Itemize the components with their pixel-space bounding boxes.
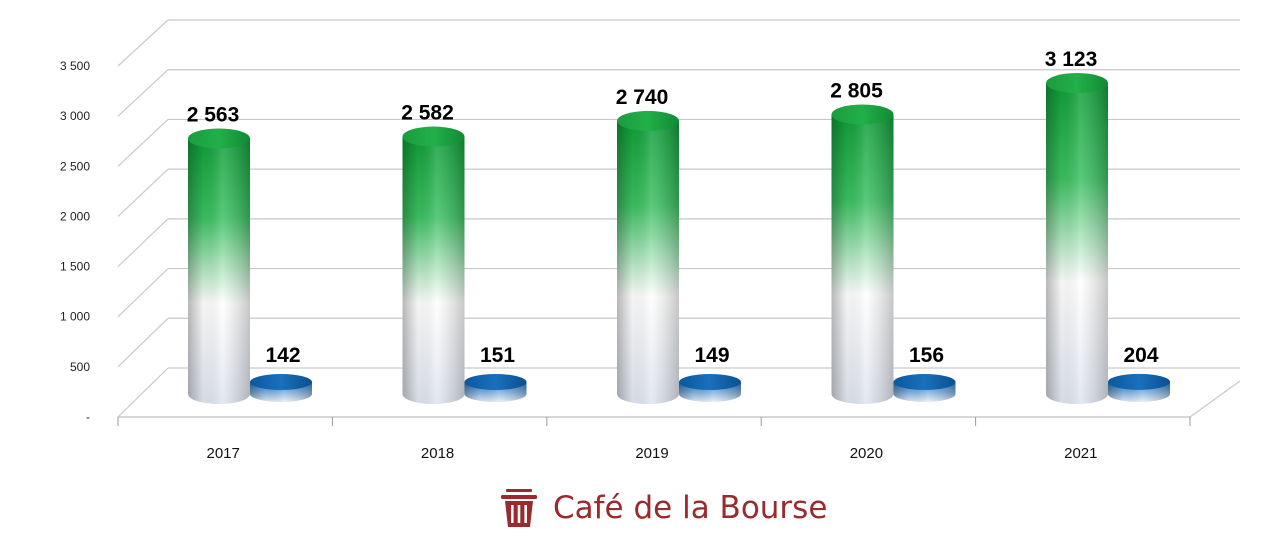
data-labels: 2 563 142 2 582 151 2 740 149 2 805 156 3 123 204 — [187, 48, 1159, 367]
bar-series2 — [250, 374, 312, 402]
data-label-series1: 2 582 — [401, 102, 454, 125]
y-tick-label: 1 000 — [60, 310, 90, 324]
data-label-series2: 204 — [1123, 344, 1158, 367]
data-label-series2: 149 — [694, 344, 729, 367]
data-label-series1: 2 563 — [187, 103, 240, 126]
bar-series1 — [188, 128, 250, 404]
bar-series1 — [402, 126, 465, 404]
data-label-series1: 2 805 — [830, 79, 883, 102]
x-tick-label: 2017 — [207, 445, 240, 462]
bar-series1 — [1046, 73, 1108, 405]
gridlines — [117, 19, 1241, 418]
gridline-side — [117, 69, 169, 117]
gridline-side — [117, 218, 169, 268]
y-tick-label: 3 000 — [60, 109, 90, 123]
data-label-series1: 2 740 — [616, 86, 669, 109]
bar-series2 — [464, 374, 527, 402]
data-label-series2: 151 — [480, 344, 515, 367]
x-tick-label: 2020 — [850, 445, 883, 462]
data-label-series2: 156 — [909, 344, 944, 367]
gridline-side — [117, 19, 169, 67]
bar-series1 — [831, 104, 894, 404]
bar-series2 — [1108, 373, 1170, 402]
y-tick-label: 2 500 — [60, 159, 90, 173]
x-tick-label: 2021 — [1064, 445, 1097, 462]
gridline-side — [117, 268, 169, 318]
brand-logo: Café de la Bourse — [497, 486, 827, 530]
x-tick-label: 2018 — [421, 445, 454, 462]
y-tick-label: 1 500 — [60, 260, 90, 274]
data-label-series1: 3 123 — [1045, 48, 1098, 71]
y-axis: - 500 1 000 1 500 2 000 2 500 3 000 3 500 — [60, 59, 90, 424]
brand-name: Café de la Bourse — [553, 490, 828, 526]
y-tick-label: 2 000 — [60, 209, 90, 223]
y-tick-label: 500 — [70, 360, 90, 374]
trash-bin-icon — [501, 489, 537, 527]
gridline-side — [117, 367, 169, 418]
bar-series2 — [679, 374, 741, 402]
data-label-series2: 142 — [265, 344, 300, 367]
x-axis: 2017 2018 2019 2020 2021 — [117, 417, 1191, 462]
gridline-side — [117, 118, 169, 167]
x-tick-label: 2019 — [635, 445, 668, 462]
bar-series2 — [893, 374, 956, 402]
floor-side-edge — [1189, 380, 1241, 418]
gridline-side — [117, 317, 169, 368]
gridline-side — [117, 168, 169, 217]
bar-series1 — [617, 110, 679, 404]
bars — [188, 73, 1170, 405]
y-tick-label: 3 500 — [60, 59, 90, 73]
y-tick-label: - — [86, 410, 90, 424]
